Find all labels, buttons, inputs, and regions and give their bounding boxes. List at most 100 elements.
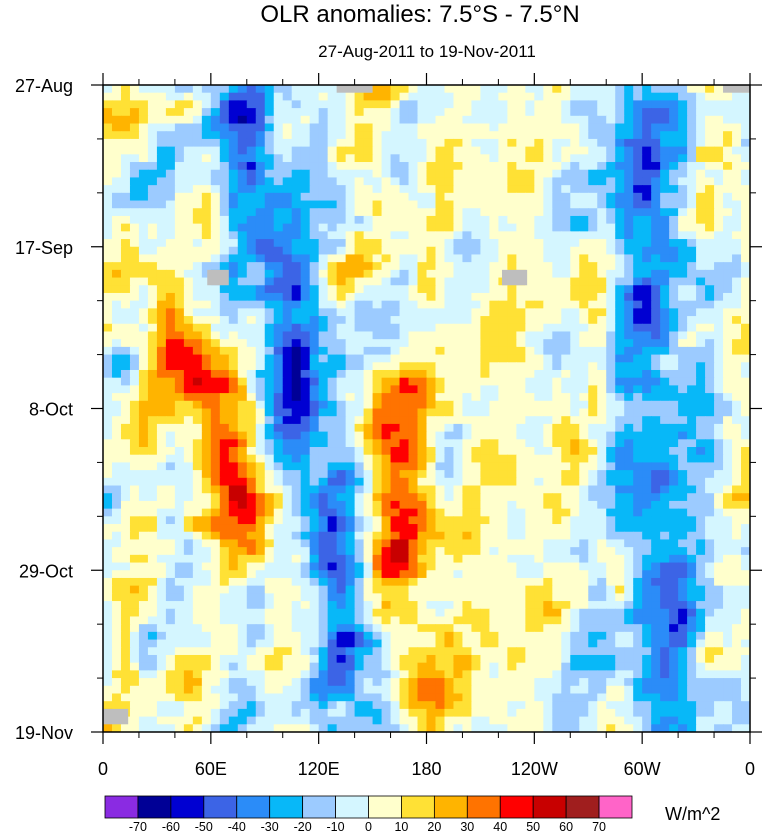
heatmap-cell <box>210 470 221 479</box>
heatmap-cell <box>426 416 437 425</box>
heatmap-cell <box>597 577 607 587</box>
heatmap-cell <box>579 231 589 240</box>
heatmap-cell <box>201 385 212 394</box>
heatmap-cell <box>363 462 374 471</box>
heatmap-cell <box>642 146 652 155</box>
heatmap-cell <box>633 601 643 610</box>
heatmap-cell <box>597 346 607 356</box>
heatmap-cell <box>552 601 562 610</box>
heatmap-cell <box>534 115 544 125</box>
heatmap-cell <box>219 323 230 333</box>
heatmap-cell <box>309 123 320 132</box>
heatmap-cell <box>471 308 482 317</box>
heatmap-cell <box>156 601 167 610</box>
heatmap-cell <box>687 593 697 602</box>
heatmap-cell <box>732 462 742 471</box>
heatmap-cell <box>705 262 715 271</box>
heatmap-cell <box>435 593 446 602</box>
heatmap-cell <box>516 223 526 232</box>
heatmap-cell <box>291 308 302 317</box>
heatmap-cell <box>516 254 526 263</box>
heatmap-cell <box>237 562 248 571</box>
heatmap-cell <box>354 339 365 348</box>
heatmap-cell <box>480 524 491 533</box>
heatmap-cell <box>138 185 149 194</box>
heatmap-cell <box>525 346 535 356</box>
heatmap-cell <box>498 493 508 502</box>
heatmap-cell <box>138 239 149 248</box>
heatmap-cell <box>354 577 365 587</box>
heatmap-cell <box>687 300 697 309</box>
heatmap-cell <box>660 485 670 494</box>
heatmap-cell <box>417 262 428 271</box>
heatmap-cell <box>507 246 517 256</box>
heatmap-cell <box>462 608 473 618</box>
heatmap-cell <box>651 454 661 464</box>
heatmap-cell <box>741 154 750 163</box>
heatmap-cell <box>714 123 724 132</box>
heatmap-cell <box>129 292 140 302</box>
heatmap-cell <box>489 601 499 610</box>
heatmap-cell <box>345 516 356 525</box>
heatmap-cell <box>723 400 733 410</box>
heatmap-cell <box>372 200 383 209</box>
heatmap-cell <box>363 470 374 479</box>
heatmap-cell <box>453 200 464 209</box>
heatmap-cell <box>525 377 535 386</box>
heatmap-cell <box>264 285 275 294</box>
heatmap-cell <box>579 262 589 271</box>
heatmap-cell <box>363 439 374 448</box>
heatmap-cell <box>633 385 643 394</box>
heatmap-cell <box>192 531 203 541</box>
heatmap-cell <box>462 108 473 117</box>
heatmap-cell <box>120 377 131 386</box>
heatmap-cell <box>103 354 113 363</box>
heatmap-cell <box>183 593 194 602</box>
heatmap-cell <box>615 354 625 363</box>
heatmap-cell <box>354 215 365 225</box>
heatmap-cell <box>507 154 517 163</box>
heatmap-cell <box>714 146 724 155</box>
heatmap-cell <box>642 377 652 386</box>
heatmap-cell <box>507 100 517 109</box>
heatmap-cell <box>597 254 607 263</box>
heatmap-cell <box>444 300 455 309</box>
heatmap-cell <box>633 539 643 548</box>
heatmap-cell <box>426 554 437 564</box>
heatmap-cell <box>399 416 410 425</box>
heatmap-cell <box>525 231 535 240</box>
heatmap-cell <box>507 439 517 448</box>
heatmap-cell <box>354 531 365 541</box>
heatmap-cell <box>318 416 329 425</box>
heatmap-cell <box>138 339 149 348</box>
heatmap-cell <box>345 223 356 232</box>
heatmap-cell <box>633 524 643 533</box>
heatmap-cell <box>606 562 616 571</box>
heatmap-cell <box>507 570 517 579</box>
heatmap-cell <box>660 562 670 571</box>
heatmap-cell <box>291 585 302 594</box>
heatmap-cell <box>561 516 571 525</box>
heatmap-cell <box>444 354 455 363</box>
heatmap-cell <box>129 462 140 471</box>
heatmap-cell <box>327 115 338 125</box>
heatmap-cell <box>453 508 464 517</box>
heatmap-cell <box>498 554 508 564</box>
heatmap-cell <box>147 346 158 356</box>
heatmap-cell <box>318 208 329 217</box>
heatmap-cell <box>543 316 553 325</box>
heatmap-cell <box>381 577 392 587</box>
heatmap-cell <box>624 192 634 202</box>
heatmap-cell <box>714 354 724 363</box>
heatmap-cell <box>561 608 571 618</box>
heatmap-cell <box>219 115 230 125</box>
heatmap-cell <box>417 108 428 117</box>
heatmap-cell <box>498 369 508 379</box>
heatmap-cell <box>714 154 724 163</box>
heatmap-cell <box>561 292 571 302</box>
heatmap-cell <box>642 231 652 240</box>
heatmap-cell <box>606 485 616 494</box>
heatmap-cell <box>103 485 113 494</box>
heatmap-cell <box>588 377 598 386</box>
heatmap-cell <box>489 146 499 155</box>
